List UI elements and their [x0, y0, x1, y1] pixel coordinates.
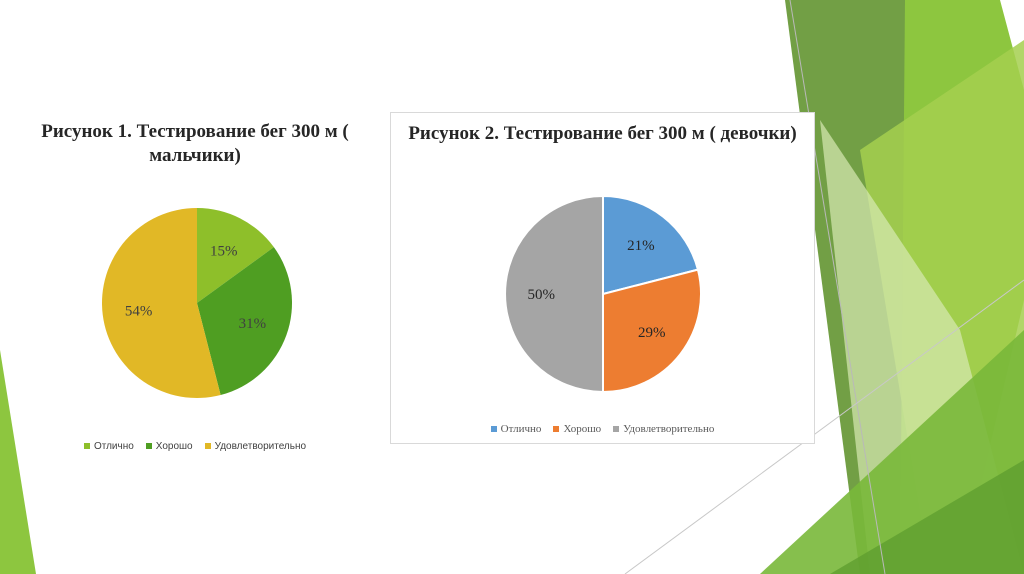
legend-label: Удовлетворительно: [214, 441, 307, 452]
legend-swatch: [204, 443, 211, 450]
legend-item-1: Отлично: [490, 423, 542, 435]
chart-boys-panel: Рисунок 1. Тестирование бег 300 м ( маль…: [20, 110, 370, 470]
legend-label: Отлично: [500, 423, 542, 435]
legend-swatch: [83, 443, 90, 450]
pie-slice-3: [504, 194, 604, 394]
pie-slice-3: [102, 208, 221, 398]
pie-slice-1: [197, 208, 274, 303]
legend-label: Отлично: [93, 441, 134, 452]
legend-label: Хорошо: [563, 423, 602, 435]
pie-chart-girls: 21% 29% 50%: [504, 194, 702, 394]
legend-item-2: Хорошо: [145, 441, 193, 452]
legend-swatch: [553, 426, 560, 433]
data-label-2: 29%: [638, 325, 666, 341]
legend-swatch: [145, 443, 152, 450]
bottom-mid-green-triangle: [830, 460, 1024, 574]
chart-legend: Отлично Хорошо Удовлетворительно: [391, 423, 814, 435]
legend-item-3: Удовлетворительно: [204, 441, 307, 452]
deco-line-2: [624, 279, 1024, 574]
chart-girls-panel: Рисунок 2. Тестирование бег 300 м ( дево…: [390, 112, 815, 444]
data-label-3: 54%: [125, 303, 153, 319]
deco-line-1: [789, 0, 886, 574]
legend-item-3: Удовлетворительно: [613, 423, 714, 435]
legend-label: Удовлетворительно: [623, 423, 715, 435]
data-label-3: 50%: [528, 287, 556, 303]
chart-legend: Отлично Хорошо Удовлетворительно: [20, 441, 370, 452]
legend-swatch: [490, 426, 497, 433]
pie-slice-2: [602, 268, 702, 394]
legend-item-2: Хорошо: [553, 423, 601, 435]
data-label-1: 15%: [210, 244, 238, 260]
pie-slice-1: [602, 194, 700, 296]
chart-title: Рисунок 2. Тестирование бег 300 м ( дево…: [408, 123, 797, 144]
legend-swatch: [613, 426, 620, 433]
chart-title: Рисунок 1. Тестирование бег 300 м ( маль…: [41, 121, 349, 166]
left-green-triangle: [0, 350, 36, 574]
pie-chart-boys: 15% 31% 54%: [102, 208, 292, 398]
data-label-1: 21%: [627, 238, 655, 254]
pie-slice-2: [197, 247, 292, 396]
data-label-2: 31%: [239, 316, 267, 332]
legend-label: Хорошо: [155, 441, 193, 452]
legend-item-1: Отлично: [83, 441, 134, 452]
